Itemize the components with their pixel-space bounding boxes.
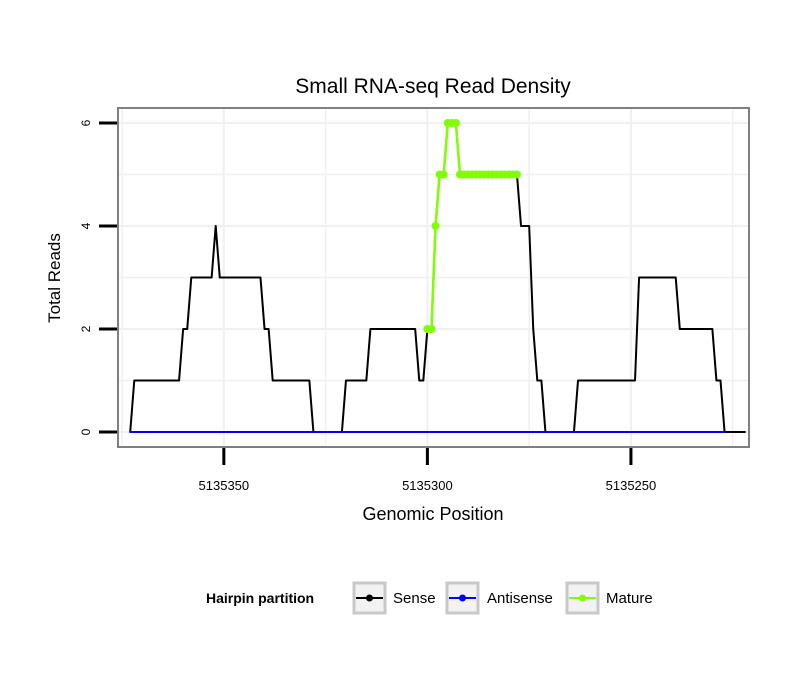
legend-title: Hairpin partition	[206, 590, 314, 606]
legend-entry-mature: Mature	[565, 581, 653, 615]
mature-point	[431, 222, 440, 230]
data-series	[129, 119, 746, 433]
legend-entry-sense: Sense	[352, 581, 436, 615]
legend-key-point	[579, 594, 586, 602]
mature-point	[512, 170, 521, 179]
y-tick-label: 2	[79, 325, 93, 332]
legend-label: Antisense	[487, 590, 553, 607]
legend-key-point	[366, 594, 373, 602]
y-tick-label: 0	[79, 428, 93, 435]
legend-label: Mature	[606, 590, 653, 607]
chart-title: Small RNA-seq Read Density	[295, 75, 571, 98]
mature-point	[451, 119, 460, 127]
y-axis: 0 2 4 6	[79, 119, 117, 435]
mature-point	[439, 170, 448, 179]
x-tick-label: 5135300	[402, 478, 453, 493]
x-axis: 5135350 5135300 5135250	[199, 448, 657, 493]
legend-entry-antisense: Antisense	[445, 581, 553, 615]
x-tick-label: 5135350	[199, 478, 250, 493]
y-tick-label: 6	[79, 119, 93, 126]
legend: Hairpin partition Sense Antisense Mature	[206, 581, 653, 615]
y-tick-label: 4	[79, 222, 93, 229]
x-tick-label: 5135250	[606, 478, 657, 493]
y-axis-label: Total Reads	[45, 233, 64, 323]
legend-key-point	[459, 594, 466, 602]
legend-label: Sense	[393, 590, 436, 607]
mature-point	[427, 325, 436, 333]
x-axis-label: Genomic Position	[362, 504, 503, 524]
